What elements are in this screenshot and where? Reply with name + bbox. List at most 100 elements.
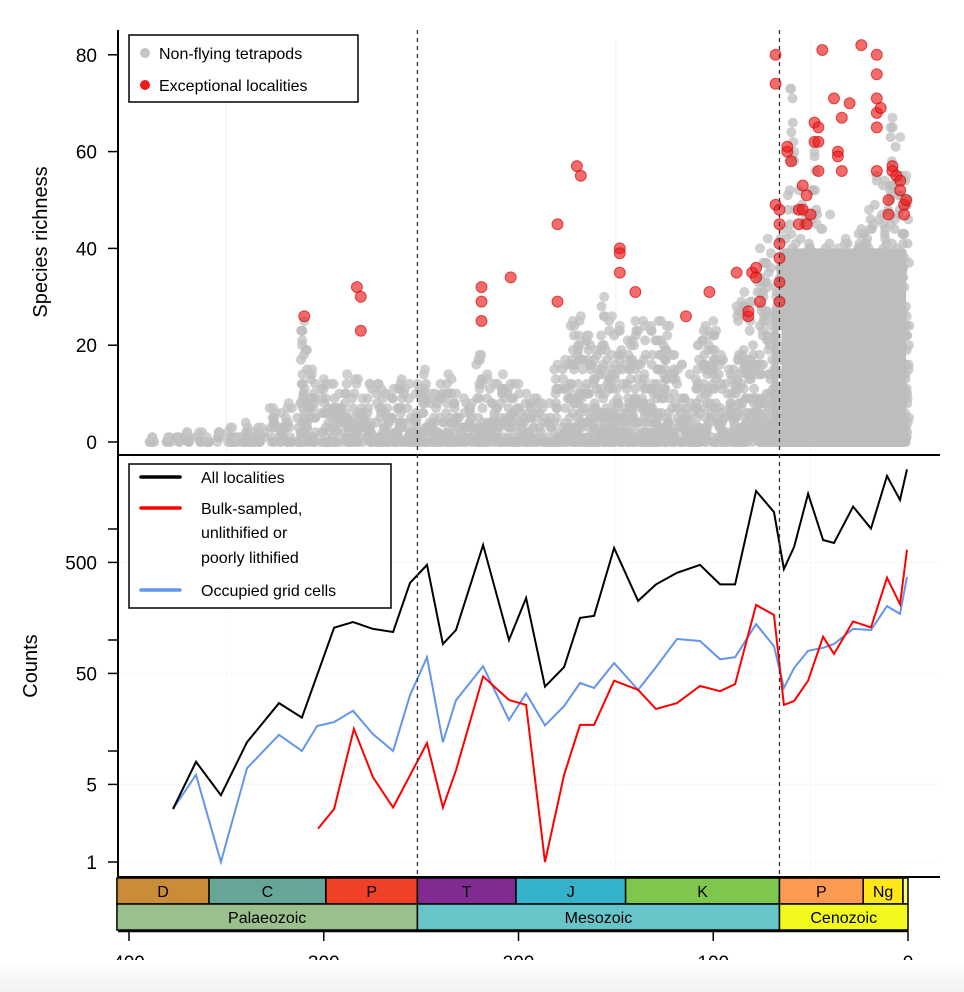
- tetrapod-point: [817, 224, 828, 234]
- tetrapod-point: [482, 369, 493, 380]
- tetrapod-point: [265, 422, 276, 433]
- tetrapod-point: [721, 427, 732, 438]
- tetrapod-point: [497, 369, 508, 380]
- tetrapod-point: [643, 437, 654, 447]
- tetrapod-point: [362, 393, 373, 404]
- tetrapod-point: [787, 93, 798, 104]
- exceptional-point: [769, 77, 782, 90]
- tetrapod-point: [550, 374, 561, 385]
- non-flying-tetrapods-points: [144, 83, 915, 447]
- period-box: [325, 877, 419, 905]
- tetrapod-point: [341, 378, 352, 389]
- tetrapod-point: [650, 417, 661, 428]
- exceptional-point: [870, 48, 883, 61]
- tetrapod-point: [339, 398, 350, 409]
- tetrapod-point: [760, 257, 771, 268]
- tetrapod-point: [564, 378, 575, 389]
- tetrapod-point: [598, 393, 609, 404]
- tetrapod-point: [147, 432, 158, 443]
- tetrapod-point: [347, 422, 358, 433]
- tetrapod-point: [760, 277, 770, 288]
- exceptional-point: [800, 189, 813, 202]
- legend-label-exceptional: Exceptional localities: [159, 78, 308, 95]
- tetrapod-point: [297, 325, 308, 336]
- period-label: K: [697, 884, 708, 901]
- top-y-tick-label: 20: [76, 336, 97, 357]
- tetrapod-point: [638, 316, 649, 326]
- tetrapod-point: [639, 369, 650, 380]
- top-y-tick-label: 60: [76, 143, 97, 164]
- exceptional-point: [855, 39, 868, 52]
- tetrapod-point: [753, 369, 764, 380]
- tetrapod-point: [604, 325, 615, 336]
- exceptional-point: [812, 165, 825, 177]
- tetrapod-dense-block: [771, 306, 779, 447]
- legend-label-bulk-line1: Bulk-sampled,: [201, 501, 302, 518]
- tetrapod-point: [738, 345, 749, 355]
- geologic-timescale: D C P T J K P Ng Palaeozoic Mesozoic Cenozoic: [116, 877, 909, 931]
- tetrapod-point: [323, 427, 334, 438]
- bottom-legend-box: [128, 463, 392, 609]
- exceptional-point: [816, 44, 829, 56]
- tetrapod-dense-block: [781, 248, 907, 447]
- tetrapod-point: [331, 437, 342, 447]
- tetrapod-point: [551, 412, 562, 423]
- exceptional-point: [843, 97, 856, 110]
- exceptional-point: [835, 165, 848, 177]
- tetrapod-point: [754, 412, 765, 423]
- tetrapod-point: [787, 117, 798, 128]
- tetrapod-point: [825, 209, 836, 220]
- tetrapod-point: [347, 393, 358, 404]
- tetrapod-point: [716, 349, 726, 360]
- tetrapod-point: [396, 374, 407, 385]
- tetrapod-point: [404, 378, 415, 389]
- period-box: [902, 877, 909, 905]
- tetrapod-point: [565, 432, 576, 443]
- tetrapod-point: [887, 122, 898, 133]
- tetrapod-point: [761, 330, 772, 341]
- tetrapod-point: [700, 320, 711, 331]
- tetrapod-point: [667, 403, 678, 414]
- tetrapod-point: [514, 388, 525, 399]
- tetrapod-point: [676, 393, 687, 404]
- tetrapod-point: [674, 417, 685, 428]
- bottom-background-strip: [0, 960, 964, 992]
- exceptional-point: [475, 315, 488, 327]
- top-panel-richness: 0 20 40 60 80 Species richness Non-flying te…: [30, 30, 915, 455]
- tetrapod-point: [662, 330, 673, 341]
- era-label: Cenozoic: [810, 910, 877, 927]
- tetrapod-point: [495, 412, 506, 423]
- tetrapod-point: [573, 340, 584, 351]
- exceptional-point: [828, 92, 840, 105]
- tetrapod-point: [402, 403, 413, 414]
- tetrapod-point: [597, 364, 608, 375]
- top-legend: Non-flying tetrapods Exceptional localit…: [128, 34, 359, 103]
- tetrapod-point: [589, 427, 600, 438]
- tetrapod-point: [349, 374, 360, 385]
- tetrapod-point: [268, 403, 279, 414]
- tetrapod-point: [887, 112, 898, 123]
- tetrapod-point: [274, 437, 285, 447]
- tetrapod-point: [733, 316, 744, 326]
- tetrapod-point: [326, 378, 337, 389]
- era-label: Palaeozoic: [228, 910, 306, 927]
- tetrapod-point: [378, 422, 389, 433]
- tetrapod-point: [479, 437, 490, 447]
- tetrapod-point: [630, 383, 641, 394]
- tetrapod-point: [495, 422, 505, 433]
- tetrapod-point: [394, 422, 405, 433]
- tetrapod-point: [725, 398, 736, 409]
- exceptional-point: [870, 68, 883, 81]
- tetrapod-point: [653, 316, 664, 326]
- top-y-axis-title: Species richness: [30, 166, 52, 317]
- tetrapod-point: [387, 393, 398, 404]
- tetrapod-point: [720, 378, 731, 389]
- tetrapod-point: [869, 199, 880, 210]
- exceptional-point: [870, 121, 883, 134]
- all-localities-line: [172, 469, 908, 810]
- tetrapod-point: [577, 364, 588, 375]
- legend-label-bulk-line3: poorly lithified: [201, 550, 299, 567]
- tetrapod-point: [749, 383, 760, 394]
- tetrapod-point: [495, 437, 506, 447]
- tetrapod-point: [784, 219, 795, 230]
